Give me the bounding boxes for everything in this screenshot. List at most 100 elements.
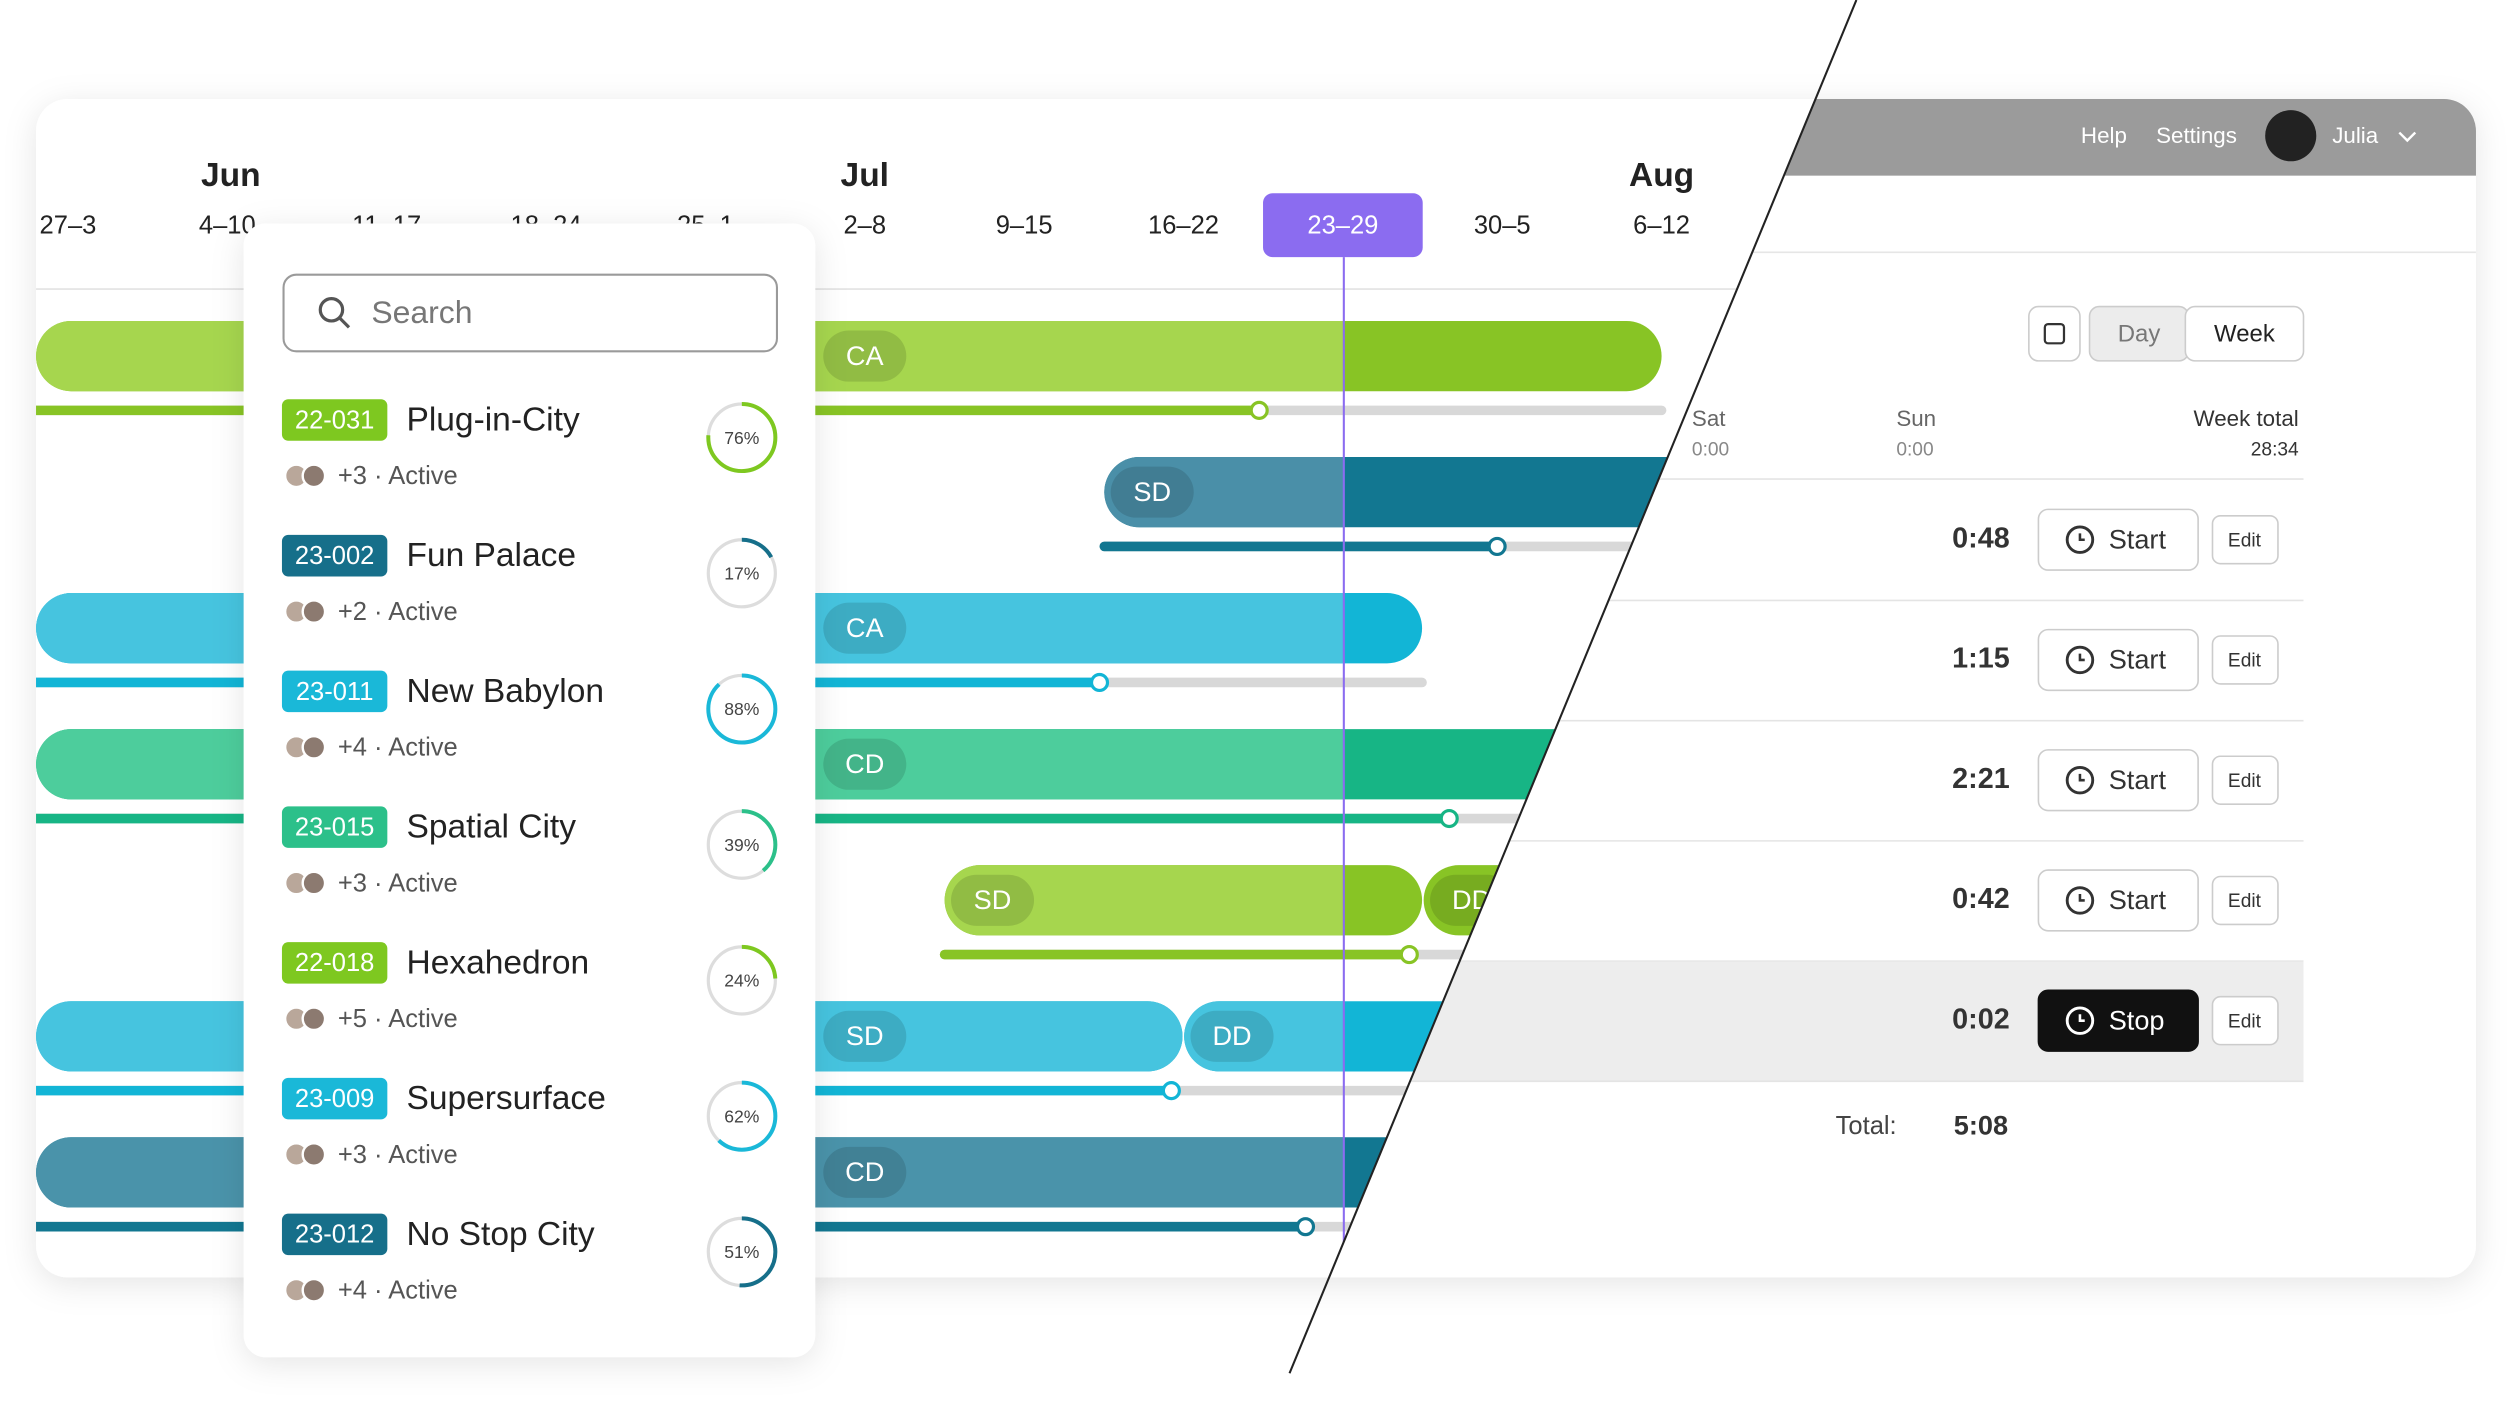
action-label[interactable]: Stop [2109,1004,2165,1035]
clock-icon [2065,765,2095,795]
bar-past [944,865,1344,936]
clock-hands [2078,653,2085,662]
entry-time: 1:15 [1952,643,2010,675]
edit-label[interactable]: Edit [2228,1011,2262,1032]
bar-tag [823,1146,907,1198]
bar-label: CD [845,748,884,779]
entry-time: 0:48 [1952,522,2010,554]
stop-button[interactable] [2037,989,2199,1052]
edit-label[interactable]: Edit [2228,771,2262,792]
avatar [301,734,327,760]
nav-link[interactable]: Settings [2156,123,2237,148]
entry-time: 0:42 [1952,883,2010,915]
progress-ring [706,1216,778,1288]
bar-label: DD [1212,1020,1251,1051]
project-code: 23-009 [295,1085,375,1113]
progress-marker [1089,672,1110,693]
project-name[interactable]: Spatial City [406,809,576,846]
bar-label: CA [846,340,885,371]
clock-icon [2065,525,2095,554]
project-name[interactable]: Plug-in-City [406,401,579,438]
bar-tag [951,874,1035,926]
total-label: Total: [1836,1112,1897,1140]
project-code: 23-012 [295,1221,375,1249]
edit-button[interactable] [2211,635,2279,685]
start-button[interactable] [2037,869,2199,932]
progress-ring [706,809,778,881]
project-badge [281,942,388,984]
week-label: 2–8 [843,211,886,239]
project-meta: +4 · Active [338,734,458,762]
edit-label[interactable]: Edit [2228,891,2262,912]
chevron [2398,131,2417,143]
week-label: 30–5 [1474,211,1531,239]
day-time: 0:00 [1896,439,1933,460]
search-box[interactable] [282,273,778,353]
edit-button[interactable] [2211,755,2279,805]
avatar [301,1142,327,1167]
week-label: 4–10 [199,211,256,239]
entry-time: 2:21 [1952,763,2010,795]
project-name[interactable]: Supersurface [406,1080,605,1117]
week-label: 27–3 [40,211,97,239]
bar-tag [823,602,907,654]
start-button[interactable] [2037,628,2199,692]
progress-marker [1249,400,1269,420]
start-button[interactable] [2037,749,2199,812]
action-label[interactable]: Start [2109,644,2167,675]
project-code: 23-011 [296,678,374,706]
progress-label: 88% [724,699,759,719]
bar-label: CD [845,1156,884,1187]
project-badge [281,670,388,713]
progress-ring [706,1080,778,1152]
action-label[interactable]: Start [2109,523,2167,554]
project-name[interactable]: New Babylon [406,673,603,710]
progress-ring [706,944,778,1016]
entry-time: 0:02 [1952,1003,2010,1035]
calendar-icon [2043,323,2066,345]
progress-marker [1399,944,1419,965]
toggle-label[interactable]: Week [2214,321,2275,348]
progress-label: 24% [724,971,759,991]
edit-label[interactable]: Edit [2228,651,2262,672]
project-code: 23-002 [295,542,375,570]
user-name[interactable]: Julia [2332,123,2379,148]
progress-marker [1295,1217,1316,1237]
project-name[interactable]: Hexahedron [406,944,589,981]
project-badge [281,1077,388,1120]
start-button[interactable] [2037,508,2199,571]
bar-past [1104,457,1344,528]
project-meta: +5 · Active [338,1005,458,1033]
action-label[interactable]: Start [2109,764,2167,795]
edit-button[interactable] [2211,875,2279,926]
edit-button[interactable] [2211,514,2279,565]
day-time: 0:00 [1692,439,1729,460]
calendar-button[interactable] [2028,305,2081,362]
clock-icon [2065,645,2095,675]
project-name[interactable]: Fun Palace [406,537,576,574]
toggle-week[interactable] [2184,305,2305,362]
progress-marker [1487,536,1507,557]
bar-tag [823,330,907,382]
edit-button[interactable] [2211,995,2279,1046]
clock-icon [2065,886,2095,915]
edit-label[interactable]: Edit [2228,530,2262,551]
project-badge [281,806,388,848]
project-name[interactable]: No Stop City [406,1216,594,1253]
search-placeholder: Search [371,294,472,330]
week-label: 23–29 [1307,211,1378,239]
project-meta: +3 · Active [338,869,458,897]
nav-link[interactable]: Help [2081,123,2127,148]
action-label[interactable]: Start [2109,884,2167,915]
clock-hands [2078,773,2085,782]
progress-label: 76% [724,428,759,448]
month-label: Jul [841,157,889,194]
toggle-label[interactable]: Day [2118,321,2161,348]
avatar [301,1006,327,1032]
progress-label: 51% [724,1242,759,1262]
bar-label: SD [974,884,1012,915]
day-name: Sat [1692,406,1726,431]
bar-label: CA [846,612,885,643]
progress-marker [1439,808,1459,829]
